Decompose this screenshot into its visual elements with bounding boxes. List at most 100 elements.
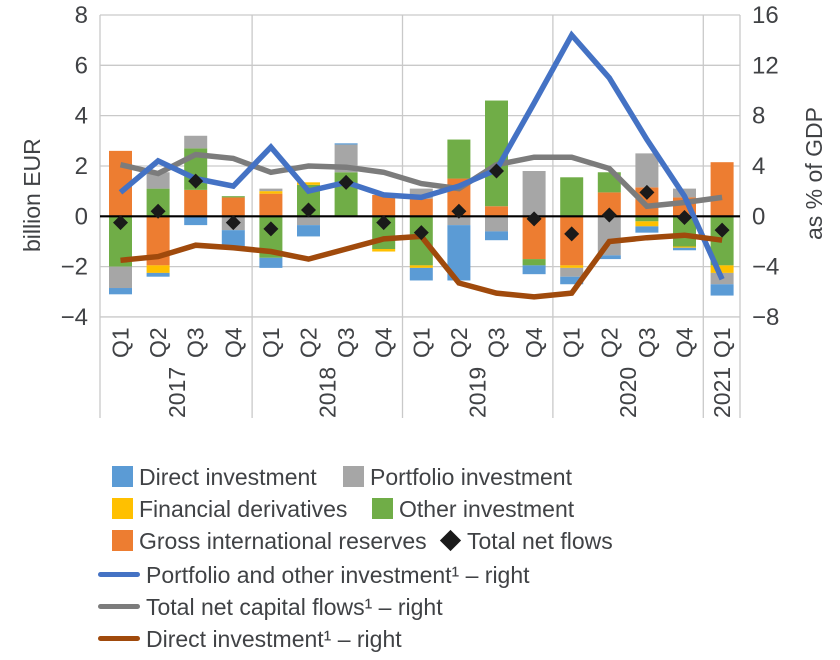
bar-segment-other-investment <box>221 196 245 198</box>
bar-segment-other-investment <box>485 100 508 207</box>
bar-segment-direct-investment <box>146 272 170 277</box>
year-label: 2020 <box>615 367 641 418</box>
year-label: 2017 <box>164 367 190 418</box>
legend-item-portfolio-other-investment-line: Portfolio and other investment¹ – right <box>98 562 530 588</box>
diamond-marker <box>714 222 730 238</box>
right-axis-tick: 4 <box>752 153 765 180</box>
left-axis-tick: 6 <box>75 52 88 79</box>
bar-segment-portfolio-investment <box>146 172 170 189</box>
quarter-label: Q3 <box>333 327 359 358</box>
bar-segment-financial-derivatives <box>146 265 170 273</box>
bar-segment-gross-international-reserves <box>184 189 208 217</box>
legend-label-gross-international-reserves: Gross international reserves <box>139 528 427 554</box>
left-axis-tick: 0 <box>75 203 88 230</box>
bar-segment-portfolio-investment <box>409 188 433 199</box>
diamond-marker <box>413 225 429 241</box>
bar-segment-gross-international-reserves <box>485 206 508 217</box>
bar-segment-direct-investment <box>409 267 433 281</box>
right-axis-tick: −8 <box>752 304 779 331</box>
axis-tick-labels: 8 6 4 2 0 −2 −4 16 12 8 4 0 −4 −8 <box>61 2 780 331</box>
diamond-marker <box>150 203 166 219</box>
bar-segment-portfolio-investment <box>297 216 320 226</box>
bar-segment-gross-international-reserves <box>372 194 396 217</box>
portfolio-other-investment-line-swatch <box>98 572 140 577</box>
bar-segment-financial-derivatives <box>710 265 734 273</box>
bar-segment-other-investment <box>109 216 132 267</box>
quarter-label: Q1 <box>408 327 434 358</box>
quarter-label: Q2 <box>446 327 472 358</box>
legend-item-other-investment: Other investment <box>372 496 574 522</box>
diamond-marker <box>639 184 655 200</box>
stacked-bars <box>109 100 734 296</box>
bar-segment-financial-derivatives <box>297 182 320 185</box>
legend-label-portfolio-investment: Portfolio investment <box>370 464 572 490</box>
year-label: 2018 <box>314 367 340 418</box>
line-total-net-capital-flows <box>119 151 723 210</box>
portfolio-investment-swatch <box>343 466 364 487</box>
quarter-label: Q3 <box>183 327 209 358</box>
legend-item-direct-investment: Direct investment <box>112 464 317 490</box>
diamond-marker <box>451 203 467 219</box>
chart-legend: Direct investment Portfolio investment F… <box>0 450 840 660</box>
bar-segment-other-investment <box>522 259 546 266</box>
bar-segment-direct-investment <box>259 257 283 268</box>
diamond-marker <box>188 173 204 189</box>
direct-investment-swatch <box>112 466 133 487</box>
bar-segment-direct-investment <box>560 276 584 285</box>
bar-segment-direct-investment <box>334 143 358 145</box>
bar-segment-other-investment <box>146 188 170 217</box>
quarter-label: Q4 <box>672 327 698 358</box>
bar-segment-direct-investment <box>221 230 245 247</box>
bar-segment-gross-international-reserves <box>221 197 245 217</box>
right-axis-tick: 12 <box>752 52 779 79</box>
bar-segment-direct-investment <box>710 284 734 296</box>
bar-segment-portfolio-investment <box>259 188 283 192</box>
bar-segment-direct-investment <box>447 225 471 281</box>
bar-segment-gross-international-reserves <box>710 162 734 217</box>
bar-segment-direct-investment <box>597 255 621 260</box>
bar-segment-direct-investment <box>673 247 696 251</box>
left-axis-tick: 2 <box>75 153 88 180</box>
diamond-marker <box>338 174 354 190</box>
bar-segment-other-investment <box>409 216 433 266</box>
bar-segment-direct-investment <box>635 226 659 233</box>
year-label: 2021 <box>709 367 735 418</box>
quarter-label: Q3 <box>634 327 660 358</box>
quarter-label: Q4 <box>220 327 246 358</box>
quarter-label: Q1 <box>108 327 134 358</box>
quarter-label: Q1 <box>258 327 284 358</box>
total-net-flows-markers <box>113 163 730 242</box>
quarter-label: Q2 <box>596 327 622 358</box>
quarter-label: Q2 <box>145 327 171 358</box>
legend-item-total-net-capital-flows-line: Total net capital flows¹ – right <box>98 594 443 620</box>
legend-item-financial-derivatives: Financial derivatives <box>112 496 347 522</box>
year-label: 2019 <box>465 367 491 418</box>
bar-segment-financial-derivatives <box>635 221 659 227</box>
bar-segment-portfolio-investment <box>184 135 208 149</box>
legend-label-total-net-flows: Total net flows <box>467 528 613 554</box>
bar-segment-gross-international-reserves <box>597 192 621 217</box>
bar-segment-financial-derivatives <box>409 265 433 268</box>
diamond-marker <box>489 163 504 179</box>
bar-segment-other-investment <box>673 216 696 247</box>
quarter-label: Q2 <box>296 327 322 358</box>
left-axis-title: billion EUR <box>19 138 45 252</box>
bar-segment-financial-derivatives <box>259 191 283 194</box>
legend-item-gross-international-reserves: Gross international reserves <box>112 528 427 554</box>
bar-segment-financial-derivatives <box>560 265 584 268</box>
bar-segment-portfolio-investment <box>635 153 659 188</box>
bar-segment-portfolio-investment <box>447 216 471 226</box>
bar-segment-financial-derivatives <box>372 249 396 252</box>
legend-label-direct-investment: Direct investment <box>139 464 317 490</box>
diamond-marker <box>376 215 392 231</box>
diamond-marker <box>225 215 241 231</box>
diamond-marker <box>301 202 316 218</box>
bar-segment-gross-international-reserves <box>409 198 433 217</box>
diamond-marker <box>263 221 279 237</box>
bar-segment-direct-investment <box>109 288 132 295</box>
quarter-label: Q1 <box>709 327 735 358</box>
other-investment-swatch <box>372 498 393 519</box>
legend-item-total-net-flows: Total net flows <box>439 528 613 554</box>
right-axis-tick: 16 <box>752 2 779 29</box>
